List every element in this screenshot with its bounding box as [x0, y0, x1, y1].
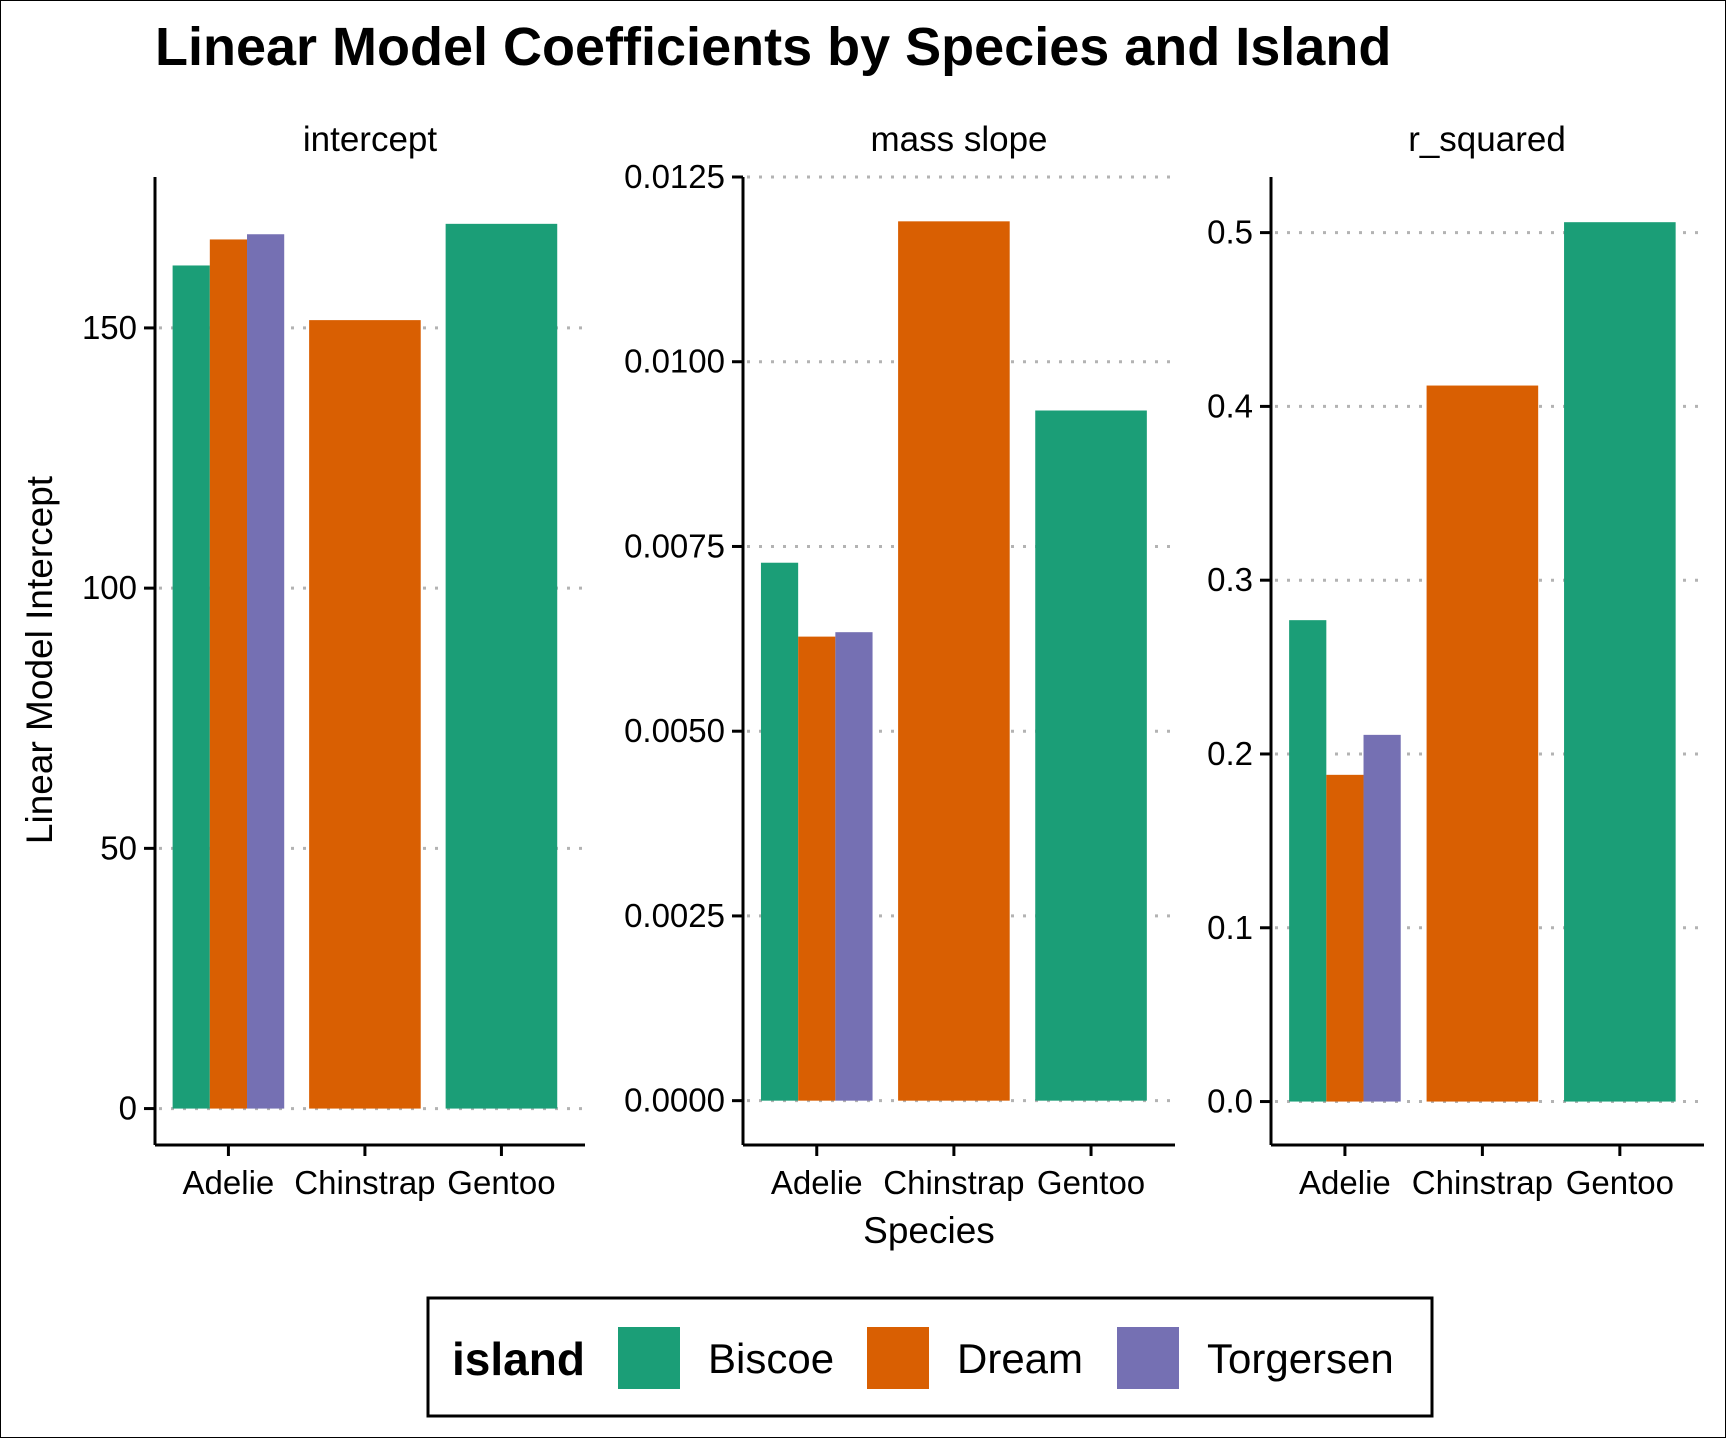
y-tick-label: 0.0075: [624, 527, 725, 564]
legend-label-biscoe: Biscoe: [708, 1335, 834, 1382]
y-tick-label: 0.5: [1207, 214, 1253, 251]
panel-mass-slope: 0.0000 0.0025 0.0050 0.0075 0.0100 0.0125 Adel…: [624, 120, 1175, 1201]
bar-adelie-dream: [1326, 774, 1364, 1102]
y-tick-label: 0.0000: [624, 1082, 725, 1119]
y-tick-label: 0.1: [1207, 909, 1253, 946]
bar-chinstrap-dream: [898, 221, 1010, 1101]
legend-key-torgersen: [1117, 1327, 1179, 1389]
bar-adelie-torgersen: [247, 234, 285, 1109]
bar-adelie-biscoe: [1289, 620, 1327, 1102]
x-tick-label: Chinstrap: [883, 1164, 1024, 1201]
y-tick-label: 50: [100, 829, 137, 866]
panel-intercept: 0 50 100 150 Adelie Chinstrap Gentoo intercept: [82, 120, 585, 1201]
x-tick-label: Gentoo: [447, 1164, 555, 1201]
x-tick-label: Gentoo: [1037, 1164, 1145, 1201]
bar-adelie-torgersen: [835, 632, 873, 1101]
bar-gentoo-biscoe: [445, 223, 558, 1109]
panel-r-squared: 0.0 0.1 0.2 0.3 0.4 0.5 Adelie Chinstrap Gentoo r…: [1207, 120, 1704, 1201]
x-tick-label: Chinstrap: [1412, 1164, 1553, 1201]
legend: island Biscoe Dream Torgersen: [426, 1296, 1434, 1418]
bar-gentoo-biscoe: [1035, 410, 1147, 1101]
x-tick-label: Gentoo: [1566, 1164, 1674, 1201]
bar-chinstrap-dream: [1426, 385, 1539, 1102]
y-axis-title: Linear Model Intercept: [19, 475, 60, 844]
bar-adelie-biscoe: [760, 562, 799, 1101]
legend-key-biscoe: [618, 1327, 680, 1389]
x-tick-label: Chinstrap: [294, 1164, 435, 1201]
legend-title: island: [452, 1333, 585, 1385]
x-axis-title: Species: [863, 1210, 995, 1251]
panel-strip-label: intercept: [303, 120, 438, 159]
y-tick-label: 0.0025: [624, 897, 725, 934]
panel-strip-label: mass slope: [870, 120, 1047, 159]
y-tick-label: 0.0050: [624, 712, 725, 749]
panel-strip-label: r_squared: [1408, 120, 1566, 159]
bar-chinstrap-dream: [309, 320, 421, 1109]
x-tick-label: Adelie: [183, 1164, 275, 1201]
bar-adelie-dream: [209, 239, 248, 1109]
x-tick-label: Adelie: [1299, 1164, 1391, 1201]
y-tick-label: 0.0: [1207, 1083, 1253, 1120]
bar-adelie-biscoe: [172, 265, 210, 1109]
y-tick-label: 0.0100: [624, 343, 725, 380]
bar-adelie-dream: [798, 636, 836, 1101]
y-tick-label: 0.4: [1207, 387, 1253, 424]
y-tick-label: 0.0125: [624, 158, 725, 195]
y-tick-label: 0.2: [1207, 735, 1253, 772]
y-tick-label: 150: [82, 309, 137, 346]
y-tick-label: 100: [82, 569, 137, 606]
bar-adelie-torgersen: [1363, 734, 1401, 1102]
bar-gentoo-biscoe: [1564, 222, 1676, 1102]
chart-title: Linear Model Coefficients by Species and…: [155, 17, 1391, 77]
legend-box: [426, 1296, 1434, 1418]
y-tick-label: 0: [119, 1090, 137, 1127]
legend-label-dream: Dream: [957, 1335, 1083, 1382]
x-tick-label: Adelie: [771, 1164, 863, 1201]
legend-key-dream: [867, 1327, 929, 1389]
legend-label-torgersen: Torgersen: [1207, 1335, 1394, 1382]
y-tick-label: 0.3: [1207, 561, 1253, 598]
